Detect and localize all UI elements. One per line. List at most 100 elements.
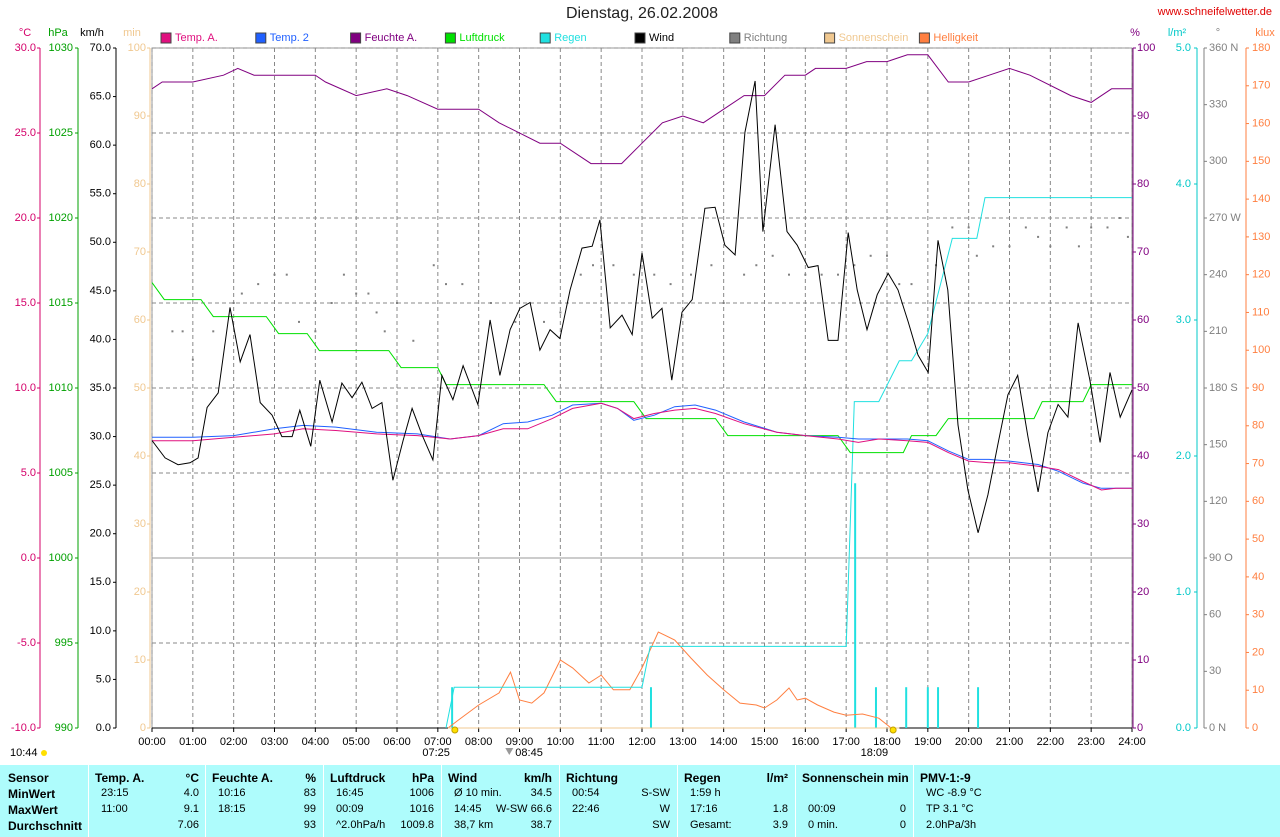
y-tick-label: 995 bbox=[55, 637, 73, 649]
column-title: Feuchte A. bbox=[212, 771, 273, 785]
y-tick-label: 50 bbox=[134, 382, 146, 394]
x-tick-label: 05:00 bbox=[342, 736, 370, 748]
y-tick-label: 2.0 bbox=[1176, 450, 1191, 462]
separator bbox=[913, 765, 914, 837]
cell: 4.0 bbox=[183, 787, 199, 799]
y-tick-label: 90 O bbox=[1209, 552, 1233, 564]
column-title: Richtung bbox=[566, 771, 618, 785]
y-tick-label: 90 bbox=[1137, 110, 1149, 122]
y-tick-label: 270 W bbox=[1209, 212, 1241, 224]
direction-dot bbox=[992, 245, 995, 248]
y-tick-label: 80 bbox=[1252, 420, 1264, 432]
direction-dot bbox=[722, 302, 725, 304]
y-tick-label: 20 bbox=[134, 586, 146, 598]
cell: 00:54 bbox=[572, 787, 600, 799]
y-tick-label: 70 bbox=[134, 246, 146, 258]
legend-swatch bbox=[255, 32, 267, 44]
direction-dot bbox=[967, 226, 970, 229]
annotation: 07:25 bbox=[422, 747, 450, 759]
legend-swatch bbox=[160, 32, 172, 44]
cell: 1006 bbox=[409, 787, 434, 799]
cell: 10:16 bbox=[218, 787, 246, 799]
y-tick-label: 70 bbox=[1252, 457, 1264, 469]
y-tick-label: 120 bbox=[1209, 495, 1227, 507]
chart-title: Dienstag, 26.02.2008 bbox=[566, 5, 718, 22]
y-tick-label: 150 bbox=[1252, 155, 1270, 167]
cell: Gesamt: bbox=[690, 819, 732, 831]
series-line bbox=[151, 54, 1132, 165]
y-tick-label: 1000 bbox=[49, 552, 73, 564]
x-tick-label: 04:00 bbox=[302, 736, 330, 748]
y-tick-label: 80 bbox=[1137, 178, 1149, 190]
legend-label: Temp. A. bbox=[175, 32, 218, 44]
y-tick-label: 0.0 bbox=[1176, 722, 1191, 734]
cell: 0 bbox=[899, 803, 906, 815]
direction-dot bbox=[837, 273, 839, 276]
y-tick-label: 990 bbox=[55, 722, 73, 734]
annotation: 08:45 bbox=[515, 747, 543, 759]
y-tick-label: 0 bbox=[1252, 722, 1258, 734]
column-unit: % bbox=[305, 771, 316, 785]
legend-swatch bbox=[824, 32, 836, 44]
x-tick-label: 07:00 bbox=[424, 736, 452, 748]
sun-icon bbox=[41, 750, 47, 756]
direction-dot bbox=[1090, 226, 1093, 229]
x-tick-label: 10:00 bbox=[547, 736, 575, 748]
series-line bbox=[152, 402, 1132, 491]
direction-dot bbox=[804, 273, 807, 276]
column-unit: km/h bbox=[523, 771, 552, 785]
direction-dot bbox=[612, 264, 615, 267]
direction-dot bbox=[755, 264, 758, 267]
x-tick-label: 03:00 bbox=[261, 736, 289, 748]
cell: 2.0hPa/3h bbox=[926, 819, 977, 831]
direction-dot bbox=[653, 273, 656, 276]
row-label: MaxWert bbox=[8, 803, 58, 817]
cell: 14:45 bbox=[454, 803, 482, 815]
y-tick-label: 30 bbox=[134, 518, 146, 530]
y-tick-label: 40 bbox=[1252, 571, 1264, 583]
cell: 99 bbox=[303, 803, 316, 815]
x-tick-label: 01:00 bbox=[179, 736, 207, 748]
y-axis-title: °C bbox=[19, 27, 31, 39]
column-title: Luftdruck bbox=[330, 771, 386, 785]
cell: 1009.8 bbox=[400, 819, 434, 831]
y-tick-label: 5.0 bbox=[96, 673, 111, 685]
day-length: 10:44 bbox=[10, 747, 38, 759]
column-unit: °C bbox=[185, 771, 199, 785]
legend-label: Sonnenschein bbox=[839, 32, 909, 44]
direction-dot bbox=[240, 292, 243, 295]
y-tick-label: 100 bbox=[1252, 344, 1270, 356]
x-tick-label: 22:00 bbox=[1037, 736, 1065, 748]
direction-dot bbox=[869, 254, 872, 257]
x-tick-label: 17:00 bbox=[832, 736, 860, 748]
direction-dot bbox=[1037, 235, 1040, 238]
x-tick-label: 15:00 bbox=[751, 736, 779, 748]
y-tick-label: 160 bbox=[1252, 117, 1270, 129]
y-tick-label: 100 bbox=[1137, 42, 1155, 54]
y-tick-label: 30 bbox=[1209, 665, 1221, 677]
x-tick-label: 11:00 bbox=[588, 736, 615, 748]
y-tick-label: -10.0 bbox=[11, 722, 36, 734]
y-tick-label: 0 bbox=[1137, 722, 1143, 734]
column-title: Wind bbox=[448, 771, 478, 785]
y-tick-label: 20.0 bbox=[90, 528, 111, 540]
y-tick-label: 40.0 bbox=[90, 333, 111, 345]
y-tick-label: 60 bbox=[134, 314, 146, 326]
y-tick-label: 45.0 bbox=[90, 285, 111, 297]
legend-label: Richtung bbox=[744, 32, 787, 44]
y-tick-label: 360 N bbox=[1209, 42, 1238, 54]
cell: 00:09 bbox=[336, 803, 364, 815]
y-tick-label: 80 bbox=[134, 178, 146, 190]
y-axis-title: ° bbox=[1216, 27, 1220, 39]
y-tick-label: 35.0 bbox=[90, 382, 111, 394]
y-tick-label: 10 bbox=[1252, 684, 1264, 696]
direction-dot bbox=[355, 292, 358, 295]
direction-dot bbox=[559, 311, 562, 314]
cell: 1016 bbox=[409, 803, 434, 815]
y-tick-label: 55.0 bbox=[90, 188, 111, 200]
direction-dot bbox=[710, 264, 713, 267]
y-tick-label: 3.0 bbox=[1176, 314, 1191, 326]
cell: 9.1 bbox=[183, 803, 199, 815]
x-tick-label: 12:00 bbox=[628, 736, 656, 748]
